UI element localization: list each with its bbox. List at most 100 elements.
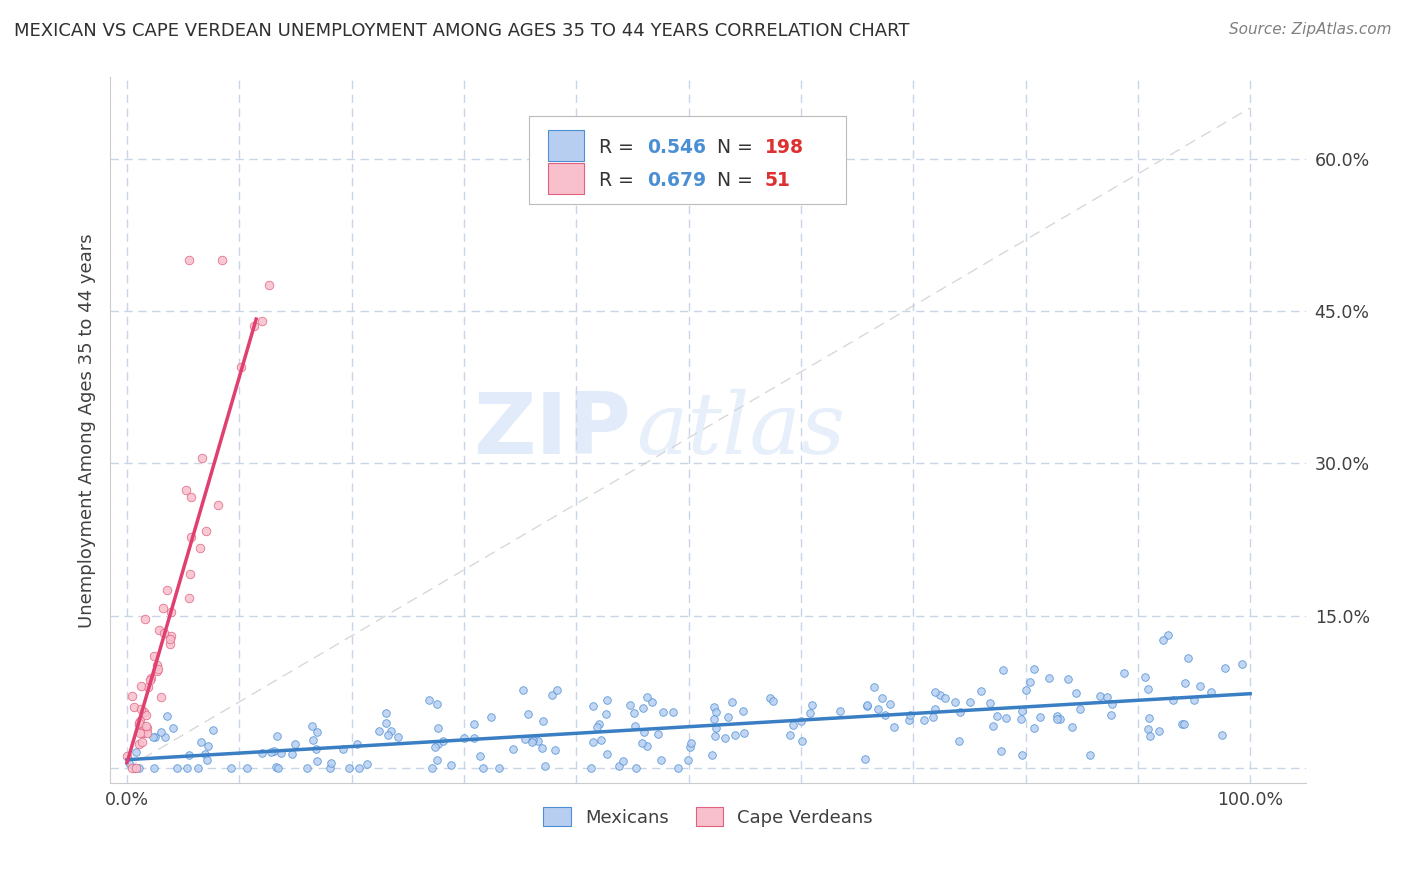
Point xyxy=(949,705,972,719)
Point xyxy=(790,714,813,728)
Point xyxy=(129,726,152,740)
Point xyxy=(1029,709,1052,723)
Point xyxy=(661,705,683,719)
Point xyxy=(873,707,896,722)
Point xyxy=(259,278,281,293)
Point xyxy=(799,706,821,720)
Point xyxy=(1024,721,1046,735)
Point xyxy=(190,735,212,749)
Point xyxy=(146,662,169,676)
Point xyxy=(302,733,325,747)
Point xyxy=(717,710,740,724)
Point xyxy=(156,709,179,723)
Point xyxy=(121,689,143,703)
Point xyxy=(633,725,655,739)
Point xyxy=(1152,632,1174,647)
Y-axis label: Unemployment Among Ages 35 to 44 years: Unemployment Among Ages 35 to 44 years xyxy=(79,233,96,628)
Point xyxy=(990,744,1012,758)
Point xyxy=(427,721,450,735)
Point xyxy=(588,716,610,731)
Point xyxy=(129,679,152,693)
Point xyxy=(872,691,894,706)
Point xyxy=(959,695,981,709)
Point xyxy=(176,483,198,497)
Point xyxy=(731,704,754,718)
Point xyxy=(928,688,950,702)
Point xyxy=(337,761,360,775)
Point xyxy=(702,748,724,763)
Point xyxy=(347,761,370,775)
Point xyxy=(1174,676,1197,690)
Point xyxy=(195,524,218,538)
Point xyxy=(1015,683,1038,698)
Point xyxy=(1011,712,1033,726)
Legend: Mexicans, Cape Verdeans: Mexicans, Cape Verdeans xyxy=(536,800,880,834)
Point xyxy=(128,761,150,775)
Point xyxy=(1137,711,1160,725)
Text: 51: 51 xyxy=(765,170,790,190)
Point xyxy=(986,709,1008,723)
Point xyxy=(201,723,224,738)
Point xyxy=(1189,679,1212,693)
Point xyxy=(924,702,946,716)
Point xyxy=(666,761,689,775)
Point xyxy=(207,498,229,512)
Point xyxy=(853,752,876,766)
Point xyxy=(1101,697,1123,711)
Point xyxy=(1088,689,1111,703)
Point xyxy=(145,658,167,673)
Point xyxy=(128,716,150,731)
Text: ZIP: ZIP xyxy=(472,389,630,472)
Point xyxy=(762,694,785,708)
Point xyxy=(426,752,449,766)
Point xyxy=(115,749,138,764)
Point xyxy=(117,756,139,771)
FancyBboxPatch shape xyxy=(548,130,583,161)
Point xyxy=(1171,717,1194,731)
Point xyxy=(305,742,328,756)
Point xyxy=(1046,709,1069,723)
Point xyxy=(177,591,200,605)
Point xyxy=(1199,685,1222,699)
Point xyxy=(440,757,463,772)
Point xyxy=(463,731,485,746)
Point xyxy=(991,663,1014,677)
Point xyxy=(898,708,921,723)
Point xyxy=(453,731,475,745)
Point xyxy=(472,761,495,775)
Point xyxy=(128,715,150,730)
Point xyxy=(1066,686,1088,700)
Text: 0.679: 0.679 xyxy=(647,170,706,190)
Point xyxy=(883,721,905,735)
Point xyxy=(195,753,218,767)
Point xyxy=(733,726,755,740)
Point xyxy=(527,734,550,748)
Text: Source: ZipAtlas.com: Source: ZipAtlas.com xyxy=(1229,22,1392,37)
Point xyxy=(1211,728,1233,742)
Point xyxy=(180,530,202,544)
Point xyxy=(652,705,675,719)
Point xyxy=(979,696,1001,710)
Point xyxy=(136,722,159,736)
Point xyxy=(582,735,605,749)
Point xyxy=(1147,723,1170,738)
Point xyxy=(148,623,170,637)
Point xyxy=(156,583,179,598)
Point xyxy=(194,747,217,761)
Point xyxy=(129,714,152,728)
Point xyxy=(534,758,557,772)
Point xyxy=(264,760,287,774)
Point xyxy=(132,726,155,740)
Point xyxy=(150,724,173,739)
Point xyxy=(641,695,664,709)
Point xyxy=(502,741,524,756)
Point xyxy=(377,728,399,742)
Point xyxy=(122,700,145,714)
Point xyxy=(179,567,201,582)
Point xyxy=(1011,747,1033,762)
Point xyxy=(267,761,290,775)
Point xyxy=(1133,670,1156,684)
Point xyxy=(150,690,173,705)
Point xyxy=(983,719,1005,733)
Point xyxy=(332,742,354,756)
